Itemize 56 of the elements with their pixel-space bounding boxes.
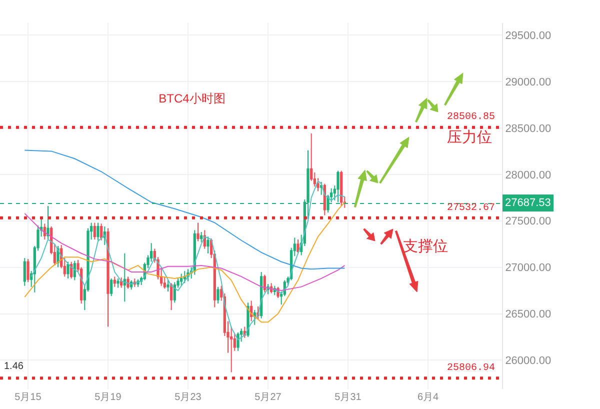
y-tick-label: 26000.00 (505, 355, 552, 368)
y-tick-label: 27500.00 (505, 216, 552, 228)
candlestick (200, 232, 203, 243)
candlestick (340, 170, 343, 206)
candlestick (110, 278, 113, 297)
candlestick (183, 270, 186, 284)
candlestick (250, 300, 253, 322)
ref-line-label: 27687.53 (505, 197, 551, 209)
candlestick (46, 206, 50, 240)
x-tick-label: 5月19 (94, 392, 122, 403)
candlestick (180, 273, 183, 286)
annotation: 1.46 (4, 361, 24, 372)
annotation: 支撑位 (403, 238, 448, 255)
candlestick (320, 181, 323, 196)
candlestick (263, 274, 266, 293)
x-tick-label: 5月27 (254, 392, 282, 403)
y-tick-label: 28000.00 (505, 169, 552, 182)
candlestick (66, 261, 70, 279)
candlestick (323, 183, 326, 216)
candlestick (253, 310, 256, 326)
ref-line-label: 28506.85 (447, 112, 496, 123)
x-tick-label: 6月4 (417, 392, 439, 403)
x-tick-label: 5月23 (174, 392, 202, 403)
candlestick (70, 261, 73, 279)
y-tick-label: 26500.00 (505, 308, 552, 321)
candlestick (196, 222, 200, 242)
text: BTC4小时图 (158, 91, 226, 106)
y-tick-label: 29500.00 (505, 30, 552, 42)
candlestick (126, 276, 130, 290)
candlestick (296, 238, 300, 255)
candlestick (236, 332, 240, 352)
candlestick (113, 276, 116, 288)
x-tick-label: 5月31 (334, 392, 362, 403)
y-tick-label: 29000.00 (505, 76, 552, 88)
annotation: 压力位 (447, 129, 492, 146)
candlestick (120, 277, 123, 288)
candlestick (206, 236, 210, 254)
candlestick (96, 222, 100, 241)
candlestick (116, 278, 120, 288)
candlestick (26, 258, 30, 283)
candlestick (100, 223, 103, 241)
candlestick (43, 223, 46, 240)
candlestick (73, 260, 76, 281)
candlestick (170, 282, 173, 311)
candlestick (216, 286, 220, 304)
y-tick-label: 28500.00 (505, 122, 552, 135)
ref-line-label: 25806.94 (447, 363, 496, 374)
candlestick (123, 252, 126, 302)
y-tick-label: 27000.00 (505, 262, 552, 274)
candlestick (106, 228, 110, 328)
candlestick (173, 282, 176, 304)
candlestick (23, 258, 26, 286)
ref-line-label: 27532.67 (447, 203, 496, 214)
candlestick (93, 222, 96, 240)
candlestick (166, 278, 170, 292)
x-tick-label: 5月15 (14, 392, 42, 403)
